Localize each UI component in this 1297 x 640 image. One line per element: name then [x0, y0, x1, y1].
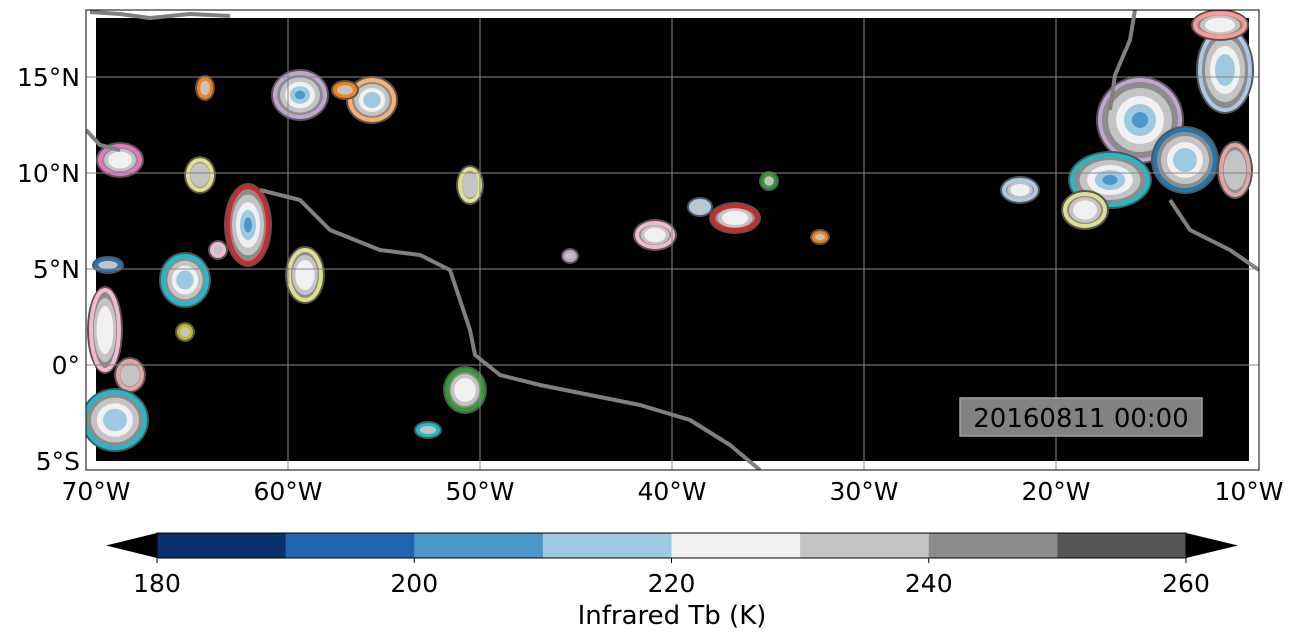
- cloud-cluster: [443, 366, 487, 414]
- colorbar-tick-label: 240: [905, 569, 953, 598]
- cloud-cluster: [709, 202, 761, 234]
- lat-tick-label: 0°: [52, 351, 80, 380]
- cloud-cluster: [175, 322, 195, 342]
- lat-tick-label: 10°N: [17, 159, 80, 188]
- cloud-cluster: [561, 248, 579, 264]
- cloud-cluster: [1191, 10, 1249, 41]
- cloud-cluster: [285, 246, 325, 304]
- cloud-cluster: [687, 197, 713, 217]
- cloud-cluster: [1196, 26, 1254, 114]
- cloud-cluster: [184, 156, 216, 194]
- colorbar-segment: [285, 533, 415, 558]
- lon-tick-label: 10°W: [1214, 477, 1283, 506]
- cloud-cluster: [92, 256, 124, 274]
- lat-tick-label: 5°N: [33, 255, 80, 284]
- cloud-cluster: [96, 142, 144, 178]
- colorbar-segment: [542, 533, 672, 558]
- colorbar-label: Infrared Tb (K): [578, 601, 767, 631]
- cloud-cluster: [1000, 176, 1040, 204]
- colorbar-segment: [928, 533, 1058, 558]
- cloud-cluster: [346, 76, 398, 124]
- colorbar-tick-label: 200: [390, 569, 438, 598]
- timestamp-box: 20160811 00:00: [959, 397, 1203, 437]
- cloud-cluster: [810, 229, 830, 245]
- cloud-cluster: [331, 80, 359, 100]
- cloud-cluster: [195, 75, 215, 101]
- coastlines: [86, 10, 1259, 470]
- cloud-cluster: [759, 171, 779, 191]
- cloud-layer: [86, 10, 1254, 452]
- lon-tick-label: 20°W: [1021, 477, 1090, 506]
- lon-tick-label: 50°W: [445, 477, 514, 506]
- cloud-cluster: [224, 183, 272, 267]
- lon-tick-label: 30°W: [829, 477, 898, 506]
- lon-tick-label: 40°W: [637, 477, 706, 506]
- lat-tick-label: 5°S: [36, 447, 80, 476]
- cloud-cluster: [114, 357, 146, 393]
- lon-tick-label: 60°W: [253, 477, 322, 506]
- cloud-cluster: [208, 240, 228, 260]
- colorbar-segment: [414, 533, 544, 558]
- cloud-cluster: [414, 421, 442, 439]
- colorbar-extend-low: [106, 533, 157, 558]
- colorbar-segment: [1057, 533, 1187, 558]
- cloud-cluster: [1151, 126, 1219, 194]
- gridlines: [86, 18, 1259, 470]
- cloud-cluster: [159, 252, 211, 308]
- cloud-cluster: [87, 286, 123, 374]
- lon-tick-label: 70°W: [61, 477, 130, 506]
- colorbar-tick-label: 260: [1162, 569, 1210, 598]
- colorbar-tick-label: 180: [133, 569, 181, 598]
- colorbar: 180 200 220 240 260: [106, 532, 1238, 598]
- lat-tick-label: 15°N: [17, 63, 80, 92]
- colorbar-segment: [800, 533, 930, 558]
- cloud-cluster: [1061, 190, 1109, 230]
- timestamp-label: 20160811 00:00: [973, 404, 1189, 434]
- cloud-cluster: [86, 388, 149, 452]
- cloud-cluster: [271, 69, 329, 121]
- colorbar-extend-high: [1186, 533, 1238, 558]
- colorbar-tick-label: 220: [648, 569, 696, 598]
- cloud-cluster: [633, 219, 677, 251]
- colorbar-segment: [157, 533, 287, 558]
- cloud-cluster: [1217, 141, 1253, 199]
- colorbar-segment: [671, 533, 801, 558]
